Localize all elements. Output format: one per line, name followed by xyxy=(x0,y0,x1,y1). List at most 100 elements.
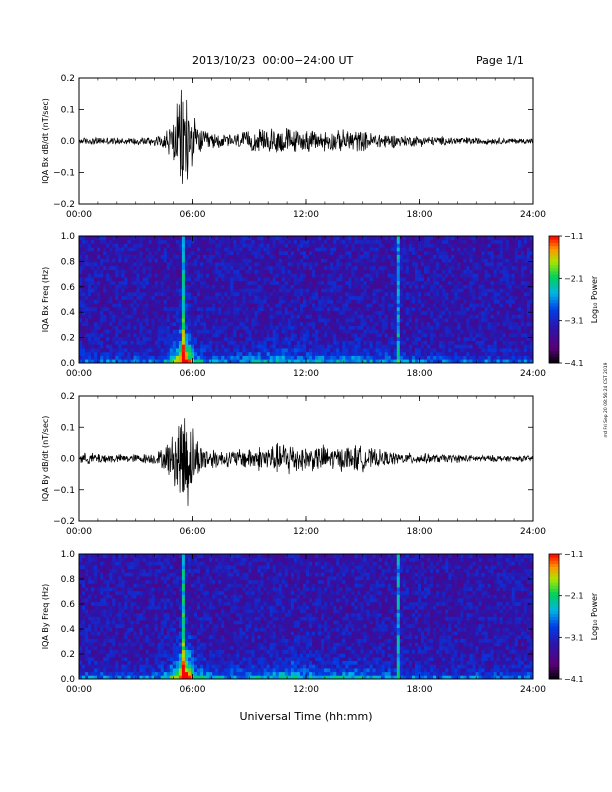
spec-cell xyxy=(333,277,337,282)
spec-cell xyxy=(272,262,277,267)
spec-cell xyxy=(505,340,510,345)
spec-cell xyxy=(306,284,310,289)
spec-cell xyxy=(490,344,494,349)
spec-cell xyxy=(312,277,316,282)
spec-cell xyxy=(200,250,204,255)
spec-cell xyxy=(454,333,458,338)
spec-cell xyxy=(375,243,379,248)
spec-cell xyxy=(194,280,198,285)
spec-cell xyxy=(445,284,449,289)
spec-cell xyxy=(345,340,349,345)
spec-cell xyxy=(472,344,476,349)
spec-cell xyxy=(496,318,501,323)
spec-cell xyxy=(481,329,485,334)
spec-cell xyxy=(469,288,473,293)
spec-cell xyxy=(433,250,437,255)
spec-cell xyxy=(272,247,277,252)
spec-cell xyxy=(430,288,434,293)
spec-cell xyxy=(142,348,146,353)
spec-cell xyxy=(369,318,373,323)
spec-cell xyxy=(457,299,461,304)
spec-cell xyxy=(439,314,443,319)
spec-cell xyxy=(475,340,479,345)
spec-cell xyxy=(163,310,168,315)
spec-cell xyxy=(184,277,189,282)
spec-cell xyxy=(457,310,461,315)
spec-cell xyxy=(88,243,92,248)
spec-cell xyxy=(227,336,231,341)
spec-cell xyxy=(191,333,195,338)
spec-cell xyxy=(312,295,316,300)
spec-cell xyxy=(330,348,334,353)
spec-cell xyxy=(254,236,258,241)
spec-cell xyxy=(142,262,146,267)
spec-cell xyxy=(411,340,416,345)
spec-cell xyxy=(224,351,228,356)
spec-cell xyxy=(218,280,222,285)
spec-cell xyxy=(378,262,382,267)
spec-cell xyxy=(245,269,249,274)
spec-cell xyxy=(424,254,428,259)
spec-cell xyxy=(318,247,322,252)
spec-cell xyxy=(375,269,379,274)
spec-cell xyxy=(369,288,373,293)
spec-cell xyxy=(396,299,401,304)
spec-cell xyxy=(151,280,155,285)
spec-cell xyxy=(299,273,304,278)
spec-cell xyxy=(424,295,428,300)
spec-cell xyxy=(257,262,261,267)
spec-cell xyxy=(427,239,431,244)
spec-cell xyxy=(172,262,177,267)
spec-cell xyxy=(184,280,189,285)
spec-cell xyxy=(378,344,382,349)
spec-cell xyxy=(433,355,437,360)
spec-cell xyxy=(191,351,195,356)
spec-cell xyxy=(166,269,171,274)
spec-cell xyxy=(399,292,404,297)
spec-cell xyxy=(303,284,307,289)
spec-cell xyxy=(424,243,428,248)
spec-cell xyxy=(290,321,295,326)
spec-cell xyxy=(212,243,216,248)
spec-cell xyxy=(203,243,207,248)
spec-cell xyxy=(411,336,416,341)
spec-cell xyxy=(499,359,504,364)
spec-cell xyxy=(336,333,340,338)
spec-cell xyxy=(396,359,401,364)
spec-cell xyxy=(366,303,370,308)
spec-cell xyxy=(169,247,174,252)
spec-cell xyxy=(230,340,234,345)
spec-cell xyxy=(200,299,204,304)
spec-cell xyxy=(194,269,198,274)
spec-cell xyxy=(430,239,434,244)
spec-cell xyxy=(445,277,449,282)
spec-cell xyxy=(230,329,234,334)
spec-cell xyxy=(224,318,228,323)
spec-cell xyxy=(251,299,255,304)
spec-cell xyxy=(236,284,240,289)
spec-cell xyxy=(109,344,113,349)
spec-cell xyxy=(82,336,86,341)
spec-cell xyxy=(275,236,280,241)
spec-cell xyxy=(94,273,98,278)
spec-cell xyxy=(203,303,207,308)
spec-cell xyxy=(209,333,213,338)
spec-cell xyxy=(436,314,440,319)
spec-cell xyxy=(163,269,168,274)
spec-cell xyxy=(242,265,246,270)
spec-cell xyxy=(390,236,395,241)
spec-cell xyxy=(318,303,322,308)
spec-cell xyxy=(360,333,364,338)
spec-cell xyxy=(100,292,104,297)
spec-cell xyxy=(191,325,195,330)
spec-cell xyxy=(472,340,476,345)
spec-cell xyxy=(281,288,286,293)
spec-cell xyxy=(257,348,261,353)
spec-cell xyxy=(366,336,370,341)
spec-cell xyxy=(393,269,398,274)
spec-cell xyxy=(166,307,171,312)
x-tick-label: 06:00 xyxy=(180,210,206,220)
spec-cell xyxy=(169,299,174,304)
spec-cell xyxy=(493,254,498,259)
spec-cell xyxy=(451,236,455,241)
